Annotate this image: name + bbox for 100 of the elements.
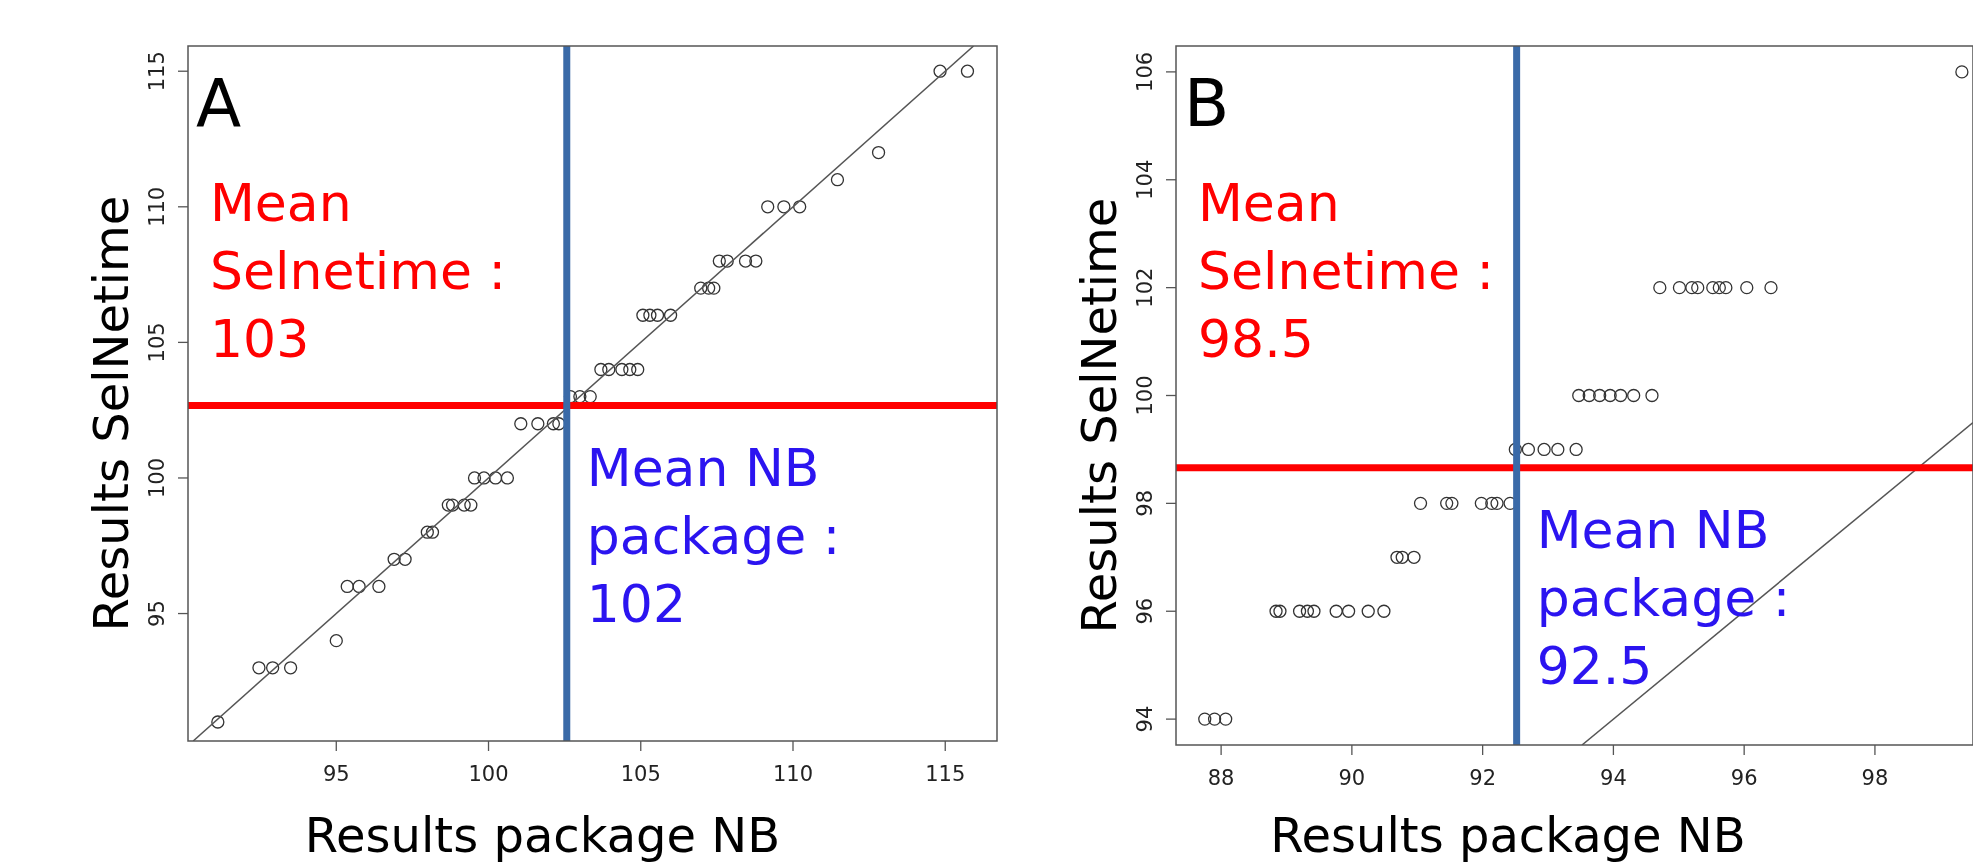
y-axis-title: Results SelNetime bbox=[83, 195, 139, 632]
point bbox=[1685, 280, 1699, 295]
annotation: Mean Selnetime : 103 bbox=[210, 173, 506, 369]
x-tick-label: 88 bbox=[1207, 766, 1235, 790]
point bbox=[420, 525, 434, 539]
point bbox=[1551, 442, 1565, 457]
point bbox=[252, 661, 266, 675]
point bbox=[1219, 712, 1233, 726]
x-axis-title: Results package NB bbox=[304, 807, 781, 863]
point bbox=[398, 552, 412, 566]
y-axis-title: Results SelNetime bbox=[1071, 197, 1127, 634]
point bbox=[372, 579, 386, 594]
point bbox=[1413, 496, 1428, 511]
point bbox=[761, 200, 775, 214]
point bbox=[1955, 65, 1969, 79]
point bbox=[933, 64, 947, 78]
point bbox=[1377, 604, 1391, 618]
y-tick-label: 94 bbox=[1133, 705, 1157, 733]
chart-title: A bbox=[196, 65, 242, 142]
point bbox=[211, 715, 225, 729]
annotation: Mean NB package : 92.5 bbox=[1536, 499, 1791, 696]
point bbox=[1706, 280, 1720, 295]
x-tick-label: 90 bbox=[1338, 766, 1366, 790]
point bbox=[1645, 388, 1659, 403]
point bbox=[1740, 280, 1754, 295]
point bbox=[266, 661, 280, 675]
point bbox=[602, 362, 616, 377]
point bbox=[631, 362, 645, 377]
x-axis-title: Results package NB bbox=[1270, 807, 1746, 863]
x-tick-label: 105 bbox=[620, 762, 661, 786]
point bbox=[1440, 496, 1454, 511]
point bbox=[1490, 496, 1504, 511]
x-tick-label: 98 bbox=[1861, 766, 1889, 790]
point bbox=[500, 471, 515, 485]
point bbox=[720, 254, 734, 268]
point bbox=[636, 308, 650, 322]
point bbox=[1207, 712, 1222, 726]
point bbox=[477, 471, 491, 485]
point bbox=[1485, 496, 1499, 511]
point bbox=[623, 362, 637, 377]
point bbox=[1613, 388, 1628, 403]
point bbox=[643, 308, 657, 322]
point bbox=[1593, 388, 1607, 403]
point bbox=[1764, 280, 1778, 295]
point bbox=[1198, 712, 1212, 726]
chart-title: B bbox=[1184, 65, 1230, 142]
point bbox=[514, 417, 528, 431]
point bbox=[1329, 604, 1343, 618]
point bbox=[1569, 442, 1583, 457]
point bbox=[1269, 604, 1283, 618]
point bbox=[830, 173, 845, 187]
y-tick-label: 100 bbox=[145, 457, 169, 499]
point bbox=[1474, 496, 1488, 511]
y-tick-label: 105 bbox=[145, 322, 169, 363]
point bbox=[457, 498, 471, 512]
point bbox=[340, 579, 354, 594]
point bbox=[1719, 280, 1733, 295]
y-tick-label: 95 bbox=[145, 600, 169, 627]
x-tick-label: 95 bbox=[322, 762, 350, 786]
x-tick-label: 92 bbox=[1469, 766, 1497, 790]
y-tick-label: 102 bbox=[1133, 267, 1157, 308]
point bbox=[546, 417, 561, 431]
point bbox=[1627, 388, 1641, 403]
point bbox=[1341, 604, 1356, 618]
point bbox=[650, 308, 665, 322]
point bbox=[712, 254, 726, 268]
point bbox=[1300, 604, 1315, 618]
x-tick-label: 96 bbox=[1730, 766, 1758, 790]
y-tick-label: 115 bbox=[145, 51, 169, 92]
point bbox=[387, 552, 401, 566]
point bbox=[1307, 604, 1321, 618]
point bbox=[702, 281, 716, 295]
point bbox=[283, 661, 298, 675]
point bbox=[1603, 388, 1617, 403]
point bbox=[467, 471, 482, 485]
point bbox=[1445, 496, 1459, 511]
point bbox=[777, 200, 791, 214]
point bbox=[1390, 550, 1404, 564]
point bbox=[707, 281, 721, 295]
y-tick-label: 98 bbox=[1133, 490, 1157, 517]
point bbox=[329, 634, 343, 648]
point bbox=[1572, 388, 1586, 403]
point bbox=[445, 498, 460, 512]
point bbox=[793, 200, 807, 214]
x-tick-label: 94 bbox=[1600, 766, 1627, 790]
point bbox=[749, 254, 763, 268]
y-tick-label: 110 bbox=[145, 186, 169, 227]
point bbox=[738, 254, 753, 268]
point bbox=[1361, 604, 1375, 618]
point bbox=[488, 471, 503, 485]
point bbox=[1653, 280, 1667, 295]
y-tick-label: 106 bbox=[1133, 51, 1157, 92]
x-tick-label: 110 bbox=[772, 762, 814, 786]
point bbox=[464, 498, 478, 512]
point bbox=[1395, 550, 1409, 564]
point bbox=[663, 308, 678, 322]
point bbox=[594, 362, 608, 377]
point bbox=[1712, 280, 1726, 295]
point bbox=[1582, 388, 1596, 403]
y-tick-label: 104 bbox=[1133, 159, 1157, 200]
